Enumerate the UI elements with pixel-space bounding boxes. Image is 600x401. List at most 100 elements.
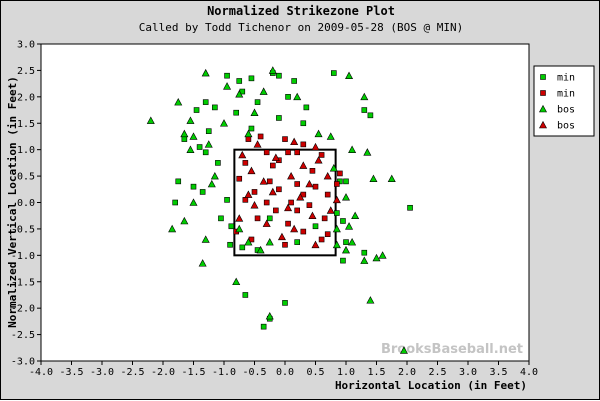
- y-axis-label: Normalized Vertical Location (in Feet): [6, 76, 19, 328]
- pitch-point-square: [282, 300, 288, 306]
- pitch-point-square: [193, 107, 200, 113]
- pitch-point-square: [282, 241, 288, 248]
- x-axis-label: Horizontal Location (in Feet): [335, 379, 527, 392]
- pitch-point-square: [343, 239, 349, 245]
- pitch-point-square: [294, 239, 301, 245]
- pitch-point-triangle: [244, 190, 253, 198]
- pitch-point-triangle: [180, 129, 189, 138]
- pitch-point-triangle: [326, 132, 335, 140]
- pitch-point-square: [309, 168, 316, 174]
- pitch-point-square: [285, 94, 291, 100]
- pitch-point-square: [260, 323, 267, 330]
- pitch-point-triangle: [341, 245, 351, 254]
- chart-title: Normalized Strikezone Plot: [207, 4, 395, 18]
- pitch-point-square: [407, 204, 413, 211]
- pitch-point-triangle: [351, 211, 360, 220]
- pitch-point-square: [227, 241, 233, 248]
- pitch-point-triangle: [314, 129, 323, 138]
- pitch-point-square: [175, 178, 182, 185]
- pitch-point-triangle: [323, 171, 332, 180]
- pitch-point-square: [361, 249, 368, 256]
- pitch-point-square: [190, 183, 197, 190]
- x-tick-label: -4.0: [29, 367, 53, 378]
- pitch-point-square: [340, 218, 346, 224]
- y-tick-label: -2.5: [11, 330, 35, 341]
- pitch-point-square: [294, 149, 301, 156]
- x-tick-label: 2.5: [428, 367, 446, 378]
- legend-marker-triangle: [538, 104, 548, 113]
- pitch-point-square: [285, 149, 291, 156]
- pitch-point-square: [318, 236, 325, 243]
- x-tick-label: -3.5: [59, 367, 83, 378]
- pitch-point-triangle: [305, 179, 314, 188]
- x-tick-label: 4.0: [520, 367, 538, 378]
- legend-label: min: [557, 73, 575, 84]
- pitch-point-triangle: [268, 187, 277, 196]
- pitch-point-triangle: [326, 206, 335, 214]
- pitch-point-triangle: [290, 137, 299, 146]
- pitch-point-square: [340, 257, 346, 264]
- pitch-point-triangle: [204, 140, 213, 148]
- pitch-point-square: [334, 210, 340, 216]
- pitch-point-triangle: [235, 90, 244, 98]
- pitch-point-triangle: [293, 92, 302, 101]
- pitch-point-square: [291, 78, 297, 84]
- y-tick-label: -1.0: [11, 251, 35, 262]
- pitch-point-square: [318, 152, 325, 158]
- pitch-point-square: [215, 160, 221, 166]
- pitch-point-square: [276, 72, 282, 79]
- pitch-point-triangle: [198, 259, 207, 267]
- pitch-point-square: [300, 120, 307, 127]
- pitch-point-square: [212, 104, 218, 111]
- watermark: BrooksBaseball.net: [381, 342, 523, 357]
- pitch-point-triangle: [223, 82, 232, 90]
- pitch-point-triangle: [186, 116, 195, 124]
- pitch-point-square: [242, 197, 249, 203]
- pitch-point-square: [236, 175, 243, 182]
- pitch-point-square: [288, 199, 294, 206]
- pitch-point-triangle: [250, 108, 259, 116]
- pitch-point-square: [285, 220, 291, 227]
- pitch-point-triangle: [201, 68, 210, 77]
- pitch-point-triangle: [201, 235, 210, 243]
- x-tick-label: 1.0: [337, 367, 355, 378]
- x-tick-label: 0.5: [306, 367, 324, 378]
- pitch-point-triangle: [180, 216, 189, 225]
- pitch-point-triangle: [308, 211, 317, 220]
- pitch-point-square: [196, 144, 203, 150]
- pitch-point-triangle: [360, 256, 369, 264]
- pitch-point-square: [257, 133, 264, 140]
- pitch-point-triangle: [256, 245, 265, 254]
- pitch-point-triangle: [189, 132, 198, 140]
- pitch-point-triangle: [378, 251, 387, 259]
- pitch-point-square: [282, 136, 288, 142]
- pitch-point-triangle: [235, 214, 244, 222]
- pitch-point-square: [251, 189, 258, 195]
- legend-label: min: [557, 89, 575, 100]
- pitch-point-triangle: [247, 166, 256, 175]
- pitch-point-triangle: [360, 92, 369, 101]
- pitch-point-triangle: [186, 145, 195, 153]
- pitch-point-square: [228, 223, 235, 230]
- x-tick-label: 3.5: [489, 367, 507, 378]
- pitch-point-square: [343, 178, 349, 185]
- pitch-point-triangle: [311, 240, 320, 249]
- pitch-point-square: [236, 78, 243, 84]
- pitch-point-triangle: [341, 193, 351, 201]
- pitch-point-triangle: [290, 224, 299, 233]
- legend: min min bos bos: [533, 65, 595, 137]
- pitch-point-triangle: [146, 116, 155, 124]
- y-tick-label: 2.5: [17, 66, 35, 77]
- pitch-point-square: [361, 107, 368, 113]
- x-tick-label: -2.0: [151, 367, 175, 378]
- pitch-point-triangle: [366, 296, 375, 304]
- pitch-point-square: [242, 160, 249, 166]
- pitch-point-square: [233, 109, 239, 116]
- x-tick-label: -2.5: [120, 367, 144, 378]
- pitch-point-square: [300, 141, 307, 148]
- pitch-point-triangle: [250, 201, 259, 209]
- pitch-point-square: [224, 197, 230, 203]
- pitch-point-square: [181, 136, 188, 142]
- pitch-point-triangle: [296, 193, 305, 201]
